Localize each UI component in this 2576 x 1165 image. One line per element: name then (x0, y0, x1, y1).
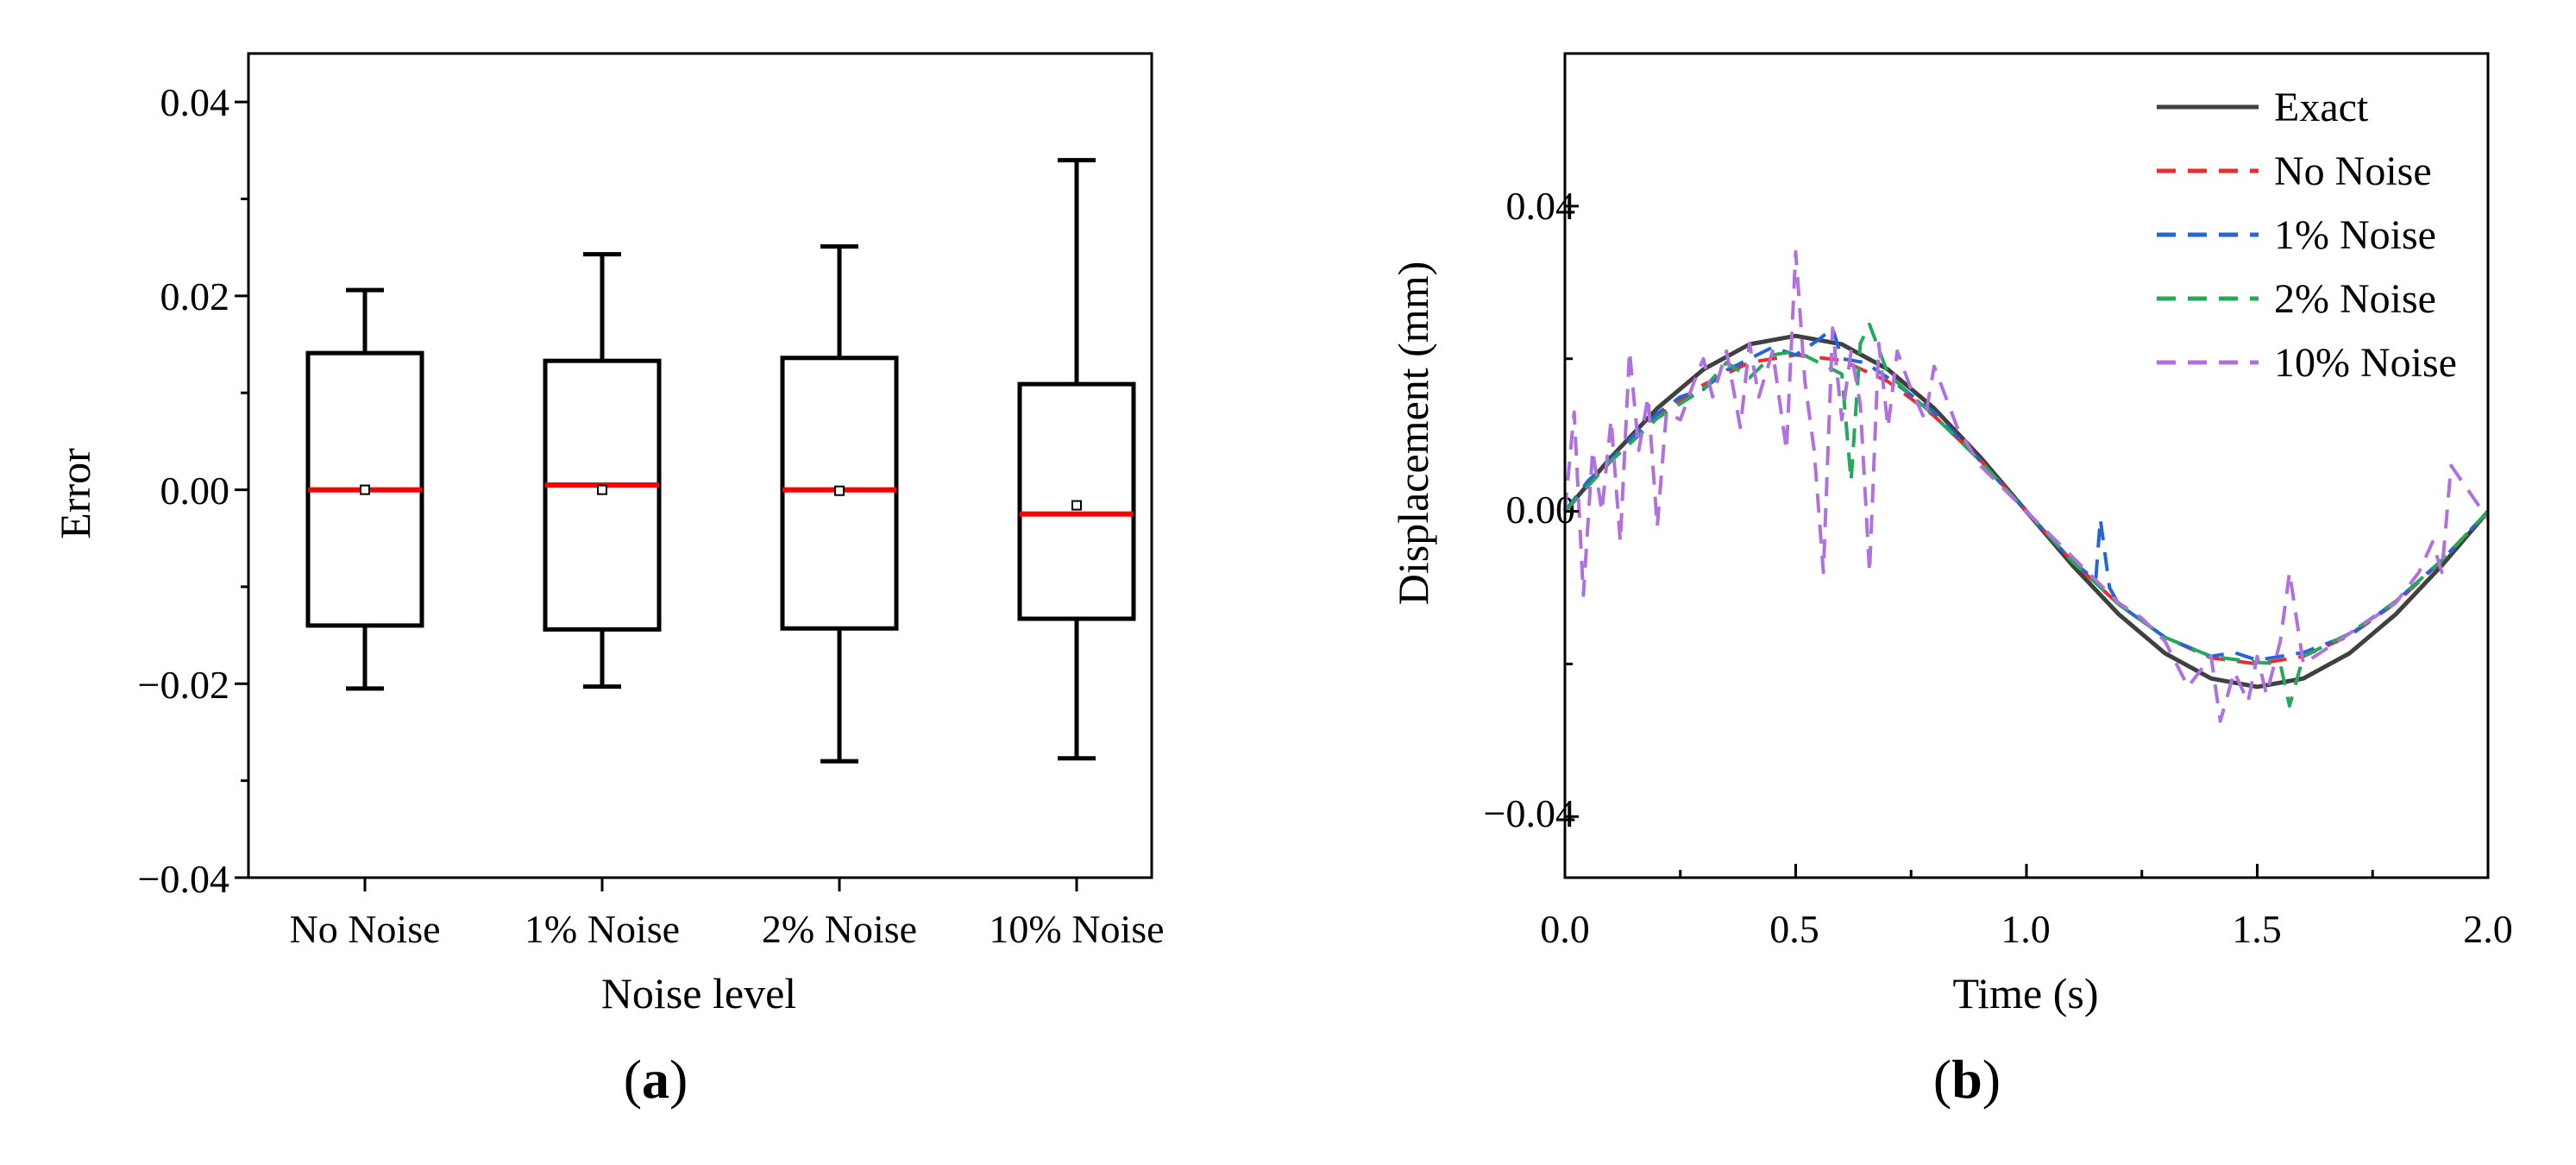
paren-open: ( (624, 1048, 642, 1110)
box-3 (780, 244, 899, 764)
y-tick-labels: 0.04 0.02 0.00 −0.02 −0.04 (138, 80, 229, 901)
paren-close: ) (669, 1048, 688, 1110)
x-axis-label: Time (s) (1952, 969, 2098, 1017)
y-tick-label: −0.02 (138, 663, 229, 707)
box-2 (543, 252, 662, 690)
x-tick-label: 2% Noise (762, 907, 917, 951)
y-axis-label: Error (51, 448, 99, 539)
legend-item: 1% Noise (2157, 212, 2436, 258)
x-tick-label: 10% Noise (989, 907, 1164, 951)
box-1 (305, 287, 424, 691)
x-tick-labels: No Noise 1% Noise 2% Noise 10% Noise (289, 907, 1164, 951)
y-axis-label: Displacement (mm) (1389, 261, 1437, 606)
legend-label: No Noise (2274, 148, 2432, 194)
iqr-box (780, 356, 899, 631)
legend-label: 2% Noise (2274, 276, 2436, 322)
y-tick-label: −0.04 (1484, 791, 1575, 835)
y-tick-label: −0.04 (138, 857, 229, 901)
x-tick-label: 0.0 (1540, 907, 1590, 951)
legend-item: No Noise (2157, 148, 2432, 194)
panel-label-a: (a) (624, 1048, 688, 1110)
x-tick-label: 1.5 (2232, 907, 2282, 951)
paren-close: ) (1982, 1048, 2001, 1110)
y-tick-labels: 0.04 0.00 −0.04 (1484, 184, 1575, 835)
plot-frame (247, 52, 1153, 879)
panel-label-b: (b) (1933, 1048, 2001, 1110)
series-line-1-noise (1563, 326, 2490, 662)
iqr-box (1017, 381, 1136, 621)
x-tick-labels: 0.0 0.5 1.0 1.5 2.0 (1540, 907, 2513, 951)
legend-item: Exact (2157, 85, 2369, 130)
box-plot-panel: Error Noise level 0.04 0.02 0.00 −0.02 −… (51, 52, 1165, 1110)
line-marks (1563, 249, 2490, 723)
legend-item: 2% Noise (2157, 276, 2436, 322)
x-tick-label: 1.0 (2001, 907, 2051, 951)
legend-item: 10% Noise (2157, 340, 2457, 386)
y-tick-label: 0.00 (160, 469, 230, 513)
panel-letter: a (642, 1048, 669, 1110)
panel-letter: b (1951, 1048, 1982, 1110)
legend-label: 1% Noise (2274, 212, 2436, 258)
iqr-box (543, 358, 662, 632)
legend-label: 10% Noise (2274, 340, 2457, 386)
legend: Exact No Noise 1% Noise 2% Noise 10% Noi… (2157, 85, 2457, 386)
y-tick-label: 0.04 (160, 80, 230, 124)
mean-marker (1071, 500, 1082, 511)
paren-open: ( (1933, 1048, 1951, 1110)
x-tick-label: 1% Noise (525, 907, 680, 951)
x-axis-label: Noise level (601, 969, 796, 1017)
mean-marker (360, 484, 370, 495)
legend-label: Exact (2274, 85, 2369, 130)
axes-frame (1563, 52, 2490, 879)
axes-frame (235, 52, 1153, 891)
box-4 (1017, 158, 1136, 761)
x-tick-label: No Noise (289, 907, 440, 951)
mean-marker (597, 484, 607, 495)
line-chart-panel: Displacement (mm) Time (s) 0.04 0.00 −0.… (1389, 52, 2513, 1110)
box-marks (305, 158, 1136, 764)
mean-marker (834, 485, 845, 496)
x-tick-label: 2.0 (2463, 907, 2513, 951)
x-tick-label: 0.5 (1769, 907, 1819, 951)
y-tick-label: 0.02 (160, 274, 230, 318)
